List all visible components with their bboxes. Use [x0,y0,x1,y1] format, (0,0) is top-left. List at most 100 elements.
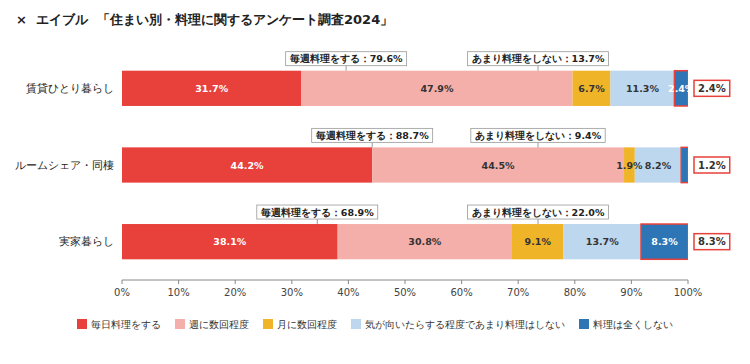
annotation-text: あまり料理をしない：22.0% [472,207,605,219]
side-label: 2.4% [694,80,730,96]
bar-segment [641,224,688,259]
highlight-box [641,224,688,259]
bar-segment [573,71,611,106]
data-label: 13.7% [586,236,619,247]
bar-segment [122,224,338,259]
category-label: 賃貸ひとり暮らし [26,82,114,95]
legend-swatch [579,319,589,329]
title: × エイブル 「住まい別・料理に関するアンケート調査2024」 [16,12,393,27]
legend-item: 毎日料理をする [77,319,161,330]
side-label-text: 2.4% [698,83,726,94]
x-tick [461,280,462,284]
annotation-leader [538,219,539,224]
bars [122,71,688,260]
x-tick-label: 50% [394,287,416,298]
side-label: 8.3% [694,234,730,250]
legend-label: 毎日料理をする [91,319,161,330]
chart: × エイブル 「住まい別・料理に関するアンケート調査2024」 38.1% 44.2… [0,0,750,364]
bar-segment [372,147,624,182]
data-label: 30.8% [408,236,441,247]
side-label-box [694,80,730,96]
data-label: 31.7% [195,83,228,94]
annotation-box [468,205,609,219]
legend: 毎日料理をする 週に数回程度 月に数回程度 気が向いたらする程度であまり料理はしない 料… [77,319,673,330]
annotation: あまり料理をしない：13.7% [468,52,609,71]
x-tick-label: 80% [564,287,586,298]
annotation-box [257,205,378,219]
legend-swatch [175,319,185,329]
x-tick [574,280,575,284]
x-tick [348,280,349,284]
annotation: 毎週料理をする：88.7% [312,128,433,147]
x-tick-label: 40% [337,287,359,298]
annotation-text: あまり料理をしない：9.4% [475,130,602,142]
data-label: 9.1% [525,236,552,247]
x-tick [235,280,236,284]
side-label: 1.2% [694,157,730,173]
data-label: 11.3% [626,83,659,94]
highlight-box [681,147,688,182]
annotation-box [286,52,407,66]
legend-label: 気が向いたらする程度であまり料理はしない [365,319,565,330]
annotation-box [312,128,433,142]
x-tick-label: 10% [167,287,189,298]
legend-swatch [263,319,273,329]
legend-item: 気が向いたらする程度であまり料理はしない [351,319,565,330]
legend-swatch [351,319,361,329]
x-tick [688,280,689,284]
x-tick [405,280,406,284]
annotation: あまり料理をしない：9.4% [471,128,605,147]
annotation-leader [346,66,347,71]
bar-segment [610,71,674,106]
x-tick [122,280,123,284]
annotation: 毎週料理をする：68.9% [257,205,378,224]
x-tick-label: 30% [281,287,303,298]
annotation-text: 毎週料理をする：88.7% [315,130,429,142]
bar-segment [563,224,641,259]
bar-segment [301,71,572,106]
side-label-box [694,157,730,173]
data-label: 8.3% [651,236,678,247]
data-label: 8.2% [645,160,672,171]
x-tick-label: 60% [450,287,472,298]
annotation-text: 毎週料理をする：79.6% [289,53,403,65]
bar-segment [122,71,301,106]
bar-segment [122,147,372,182]
legend-item: 週に数回程度 [175,319,249,330]
legend-item: 料理は全くしない [579,319,673,330]
data-label: 47.9% [420,83,453,94]
x-tick-label: 0% [114,287,130,298]
annotation-box [471,128,605,142]
category-label: 実家暮らし [59,235,114,248]
data-label: 44.5% [482,160,515,171]
category-label: ルームシェア・同棲 [15,159,114,172]
x-tick-label: 100% [674,287,703,298]
annotation-leader [317,219,318,224]
data-label: 2.4% [668,83,695,94]
legend-label: 月に数回程度 [277,319,337,330]
annotation-leader [538,66,539,71]
x-tick [291,280,292,284]
bar-segment [681,147,688,182]
data-label: 44.2% [231,160,264,171]
data-label: 38.1% [213,236,246,247]
annotation-box [468,52,609,66]
bar-segment [512,224,564,259]
legend-swatch [77,319,87,329]
bar-segment [338,224,512,259]
annotation: 毎週料理をする：79.6% [286,52,407,71]
x-tick [518,280,519,284]
x-tick [631,280,632,284]
x-tick-label: 70% [507,287,529,298]
x-tick [178,280,179,284]
annotation-leader [372,142,373,147]
annotation-text: あまり料理をしない：13.7% [472,53,605,65]
side-label-text: 1.2% [698,160,726,171]
side-label-text: 8.3% [698,236,726,247]
annotation-text: 毎週料理をする：68.9% [260,207,374,219]
legend-item: 月に数回程度 [263,319,337,330]
x-tick-label: 20% [224,287,246,298]
data-label: 6.7% [578,83,605,94]
legend-label: 料理は全くしない [593,319,673,330]
x-tick-label: 90% [620,287,642,298]
